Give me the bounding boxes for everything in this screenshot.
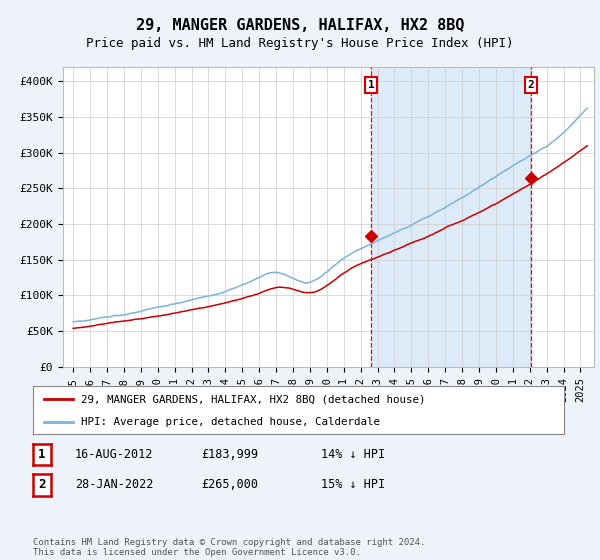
Text: 1: 1 (368, 80, 374, 90)
Text: Contains HM Land Registry data © Crown copyright and database right 2024.
This d: Contains HM Land Registry data © Crown c… (33, 538, 425, 557)
Text: 15% ↓ HPI: 15% ↓ HPI (321, 478, 385, 492)
Text: 28-JAN-2022: 28-JAN-2022 (75, 478, 154, 492)
Text: 2: 2 (527, 80, 534, 90)
Text: HPI: Average price, detached house, Calderdale: HPI: Average price, detached house, Cald… (81, 417, 380, 427)
Text: 29, MANGER GARDENS, HALIFAX, HX2 8BQ (detached house): 29, MANGER GARDENS, HALIFAX, HX2 8BQ (de… (81, 394, 425, 404)
Text: 1: 1 (38, 447, 46, 461)
Text: 16-AUG-2012: 16-AUG-2012 (75, 447, 154, 461)
Bar (371, 67, 531, 367)
Text: Price paid vs. HM Land Registry's House Price Index (HPI): Price paid vs. HM Land Registry's House … (86, 37, 514, 50)
Text: 2: 2 (38, 478, 46, 492)
Text: £265,000: £265,000 (201, 478, 258, 492)
Text: 14% ↓ HPI: 14% ↓ HPI (321, 447, 385, 461)
Text: 29, MANGER GARDENS, HALIFAX, HX2 8BQ: 29, MANGER GARDENS, HALIFAX, HX2 8BQ (136, 18, 464, 32)
Text: £183,999: £183,999 (201, 447, 258, 461)
